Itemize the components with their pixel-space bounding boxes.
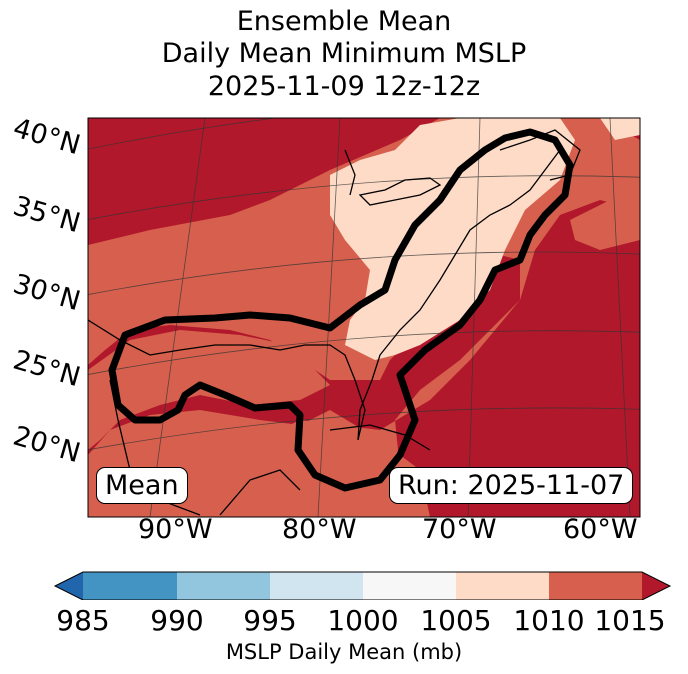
meridian-70w — [467, 118, 481, 517]
lon-label-60w: 60°W — [563, 514, 638, 545]
us-gulf-coast — [88, 319, 366, 441]
lake-michigan — [344, 149, 356, 196]
map-field — [88, 118, 640, 517]
parallel-40n — [88, 118, 279, 150]
lon-label-80w: 80°W — [282, 514, 357, 545]
colorbar-extend-low — [55, 572, 83, 600]
mean-label-box: Mean — [96, 467, 188, 504]
lon-label-70w: 70°W — [422, 514, 497, 545]
colorbar-label: MSLP Daily Mean (mb) — [225, 640, 463, 664]
parallel-35n — [88, 175, 640, 220]
map-frame — [87, 117, 641, 518]
colorbar-tick-985: 985 — [56, 604, 110, 637]
map-svg — [53, 117, 672, 600]
meridian-60w — [609, 118, 631, 517]
colorbar-segment-1000-1005 — [363, 572, 456, 600]
colorbar-segment-1010-1015 — [549, 572, 642, 600]
field-1005-region — [330, 118, 575, 360]
mslp-contour — [108, 128, 574, 492]
colorbar — [53, 571, 672, 600]
colorbar-tick-1015: 1015 — [594, 604, 666, 637]
colorbar-outline — [53, 571, 672, 600]
colorbar-segment-990-995 — [177, 572, 270, 600]
great-lakes — [358, 177, 442, 206]
parallel-30n — [88, 251, 640, 295]
lon-label-90w: 90°W — [138, 514, 213, 545]
meridian-80w — [317, 118, 341, 517]
colorbar-segment-995-1000 — [270, 572, 363, 600]
colorbar-tick-1005: 1005 — [420, 604, 492, 637]
parallel-25n — [88, 330, 640, 375]
field-1010-right — [570, 200, 640, 250]
run-date-box: Run: 2025-11-07 — [389, 467, 634, 504]
colorbar-extend-high — [642, 572, 670, 600]
yucatan — [219, 469, 301, 516]
title-line-2: Daily Mean Minimum MSLP — [161, 38, 527, 69]
colorbar-segment-1005-1010 — [456, 572, 549, 600]
title-line-3: 2025-11-09 12z-12z — [207, 71, 481, 102]
colorbar-tick-995: 995 — [243, 604, 297, 637]
colorbar-tick-1010: 1010 — [513, 604, 585, 637]
us-east-coast — [357, 149, 561, 441]
colorbar-segment-985-990 — [83, 572, 177, 600]
colorbar-tick-1000: 1000 — [327, 604, 399, 637]
colorbar-tick-990: 990 — [150, 604, 204, 637]
cuba — [329, 424, 431, 451]
title-line-1: Ensemble Mean — [236, 6, 452, 37]
